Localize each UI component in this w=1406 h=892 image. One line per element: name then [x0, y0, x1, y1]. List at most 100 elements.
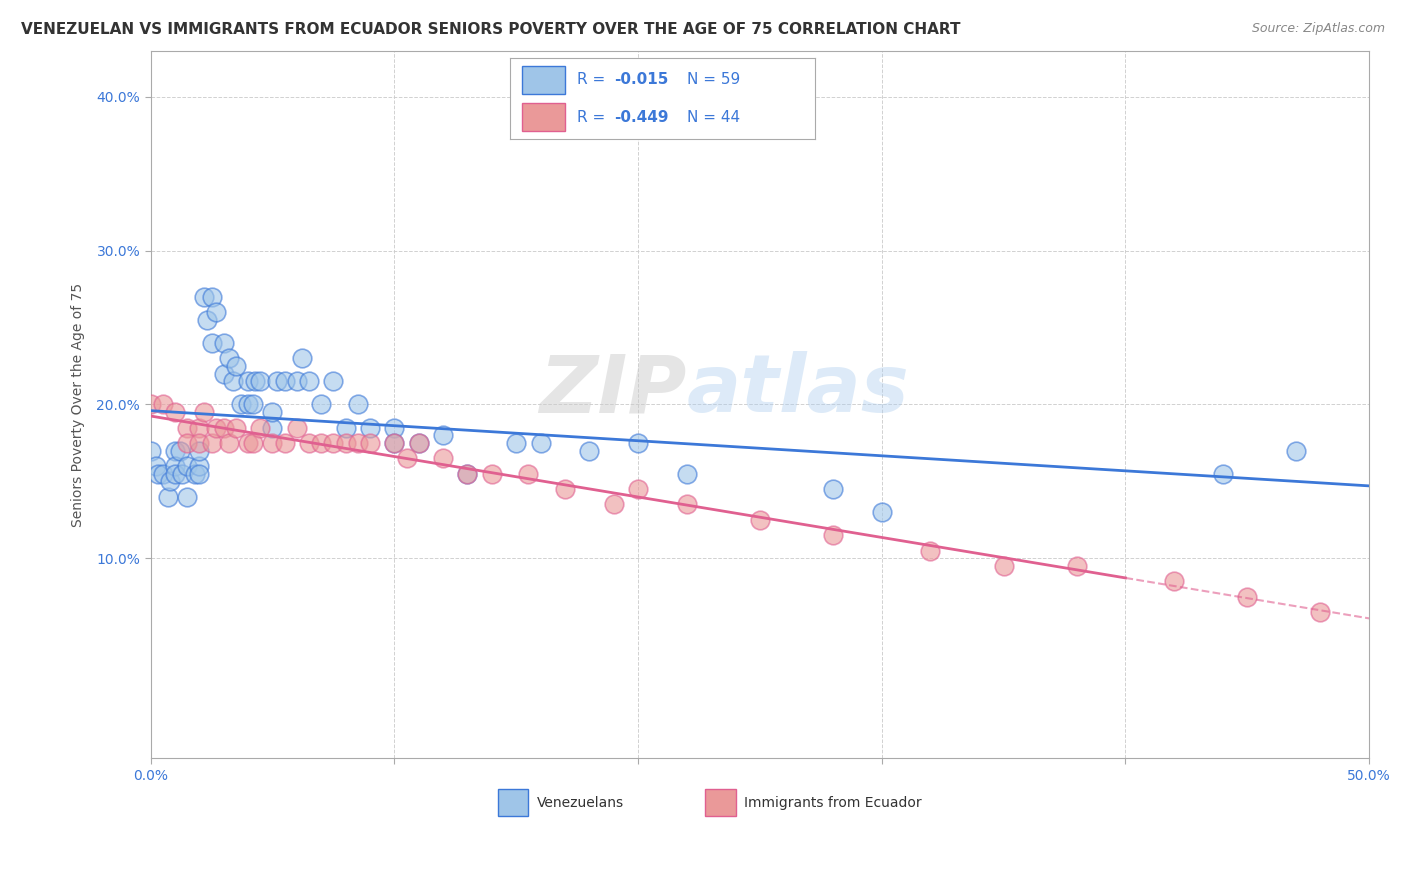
Point	[183, 467, 205, 481]
Point	[188, 467, 211, 481]
Point	[152, 467, 174, 481]
Point	[139, 443, 162, 458]
Point	[285, 420, 308, 434]
Point	[262, 436, 284, 450]
Text: VENEZUELAN VS IMMIGRANTS FROM ECUADOR SENIORS POVERTY OVER THE AGE OF 75 CORRELA: VENEZUELAN VS IMMIGRANTS FROM ECUADOR SE…	[21, 22, 960, 37]
Point	[517, 467, 540, 481]
Point	[139, 397, 162, 411]
Point	[212, 420, 235, 434]
Point	[212, 335, 235, 350]
Point	[212, 367, 235, 381]
Point	[359, 436, 381, 450]
Point	[205, 305, 228, 319]
Point	[578, 443, 600, 458]
Point	[195, 313, 218, 327]
Text: Venezuelans: Venezuelans	[537, 796, 624, 810]
Point	[382, 436, 405, 450]
Point	[1212, 467, 1234, 481]
Point	[193, 290, 215, 304]
Point	[382, 436, 405, 450]
Point	[188, 436, 211, 450]
Point	[249, 375, 271, 389]
Point	[298, 375, 321, 389]
Point	[188, 420, 211, 434]
Point	[163, 467, 186, 481]
Point	[285, 375, 308, 389]
Point	[456, 467, 478, 481]
Point	[748, 513, 770, 527]
Point	[1066, 558, 1088, 573]
Point	[602, 498, 624, 512]
FancyBboxPatch shape	[498, 789, 529, 816]
Point	[163, 443, 186, 458]
Point	[322, 375, 344, 389]
Point	[145, 458, 167, 473]
Point	[200, 335, 222, 350]
Point	[242, 397, 264, 411]
Point	[408, 436, 430, 450]
Point	[273, 375, 295, 389]
Text: Source: ZipAtlas.com: Source: ZipAtlas.com	[1251, 22, 1385, 36]
Point	[236, 375, 259, 389]
Y-axis label: Seniors Poverty Over the Age of 75: Seniors Poverty Over the Age of 75	[72, 283, 86, 526]
Point	[432, 428, 454, 442]
Point	[408, 436, 430, 450]
Point	[159, 475, 181, 489]
Point	[176, 436, 198, 450]
Point	[821, 528, 844, 542]
Point	[242, 436, 264, 450]
Point	[225, 359, 247, 373]
Point	[218, 351, 240, 366]
FancyBboxPatch shape	[704, 789, 735, 816]
Point	[291, 351, 314, 366]
Point	[346, 397, 368, 411]
Point	[163, 458, 186, 473]
Point	[821, 482, 844, 496]
Point	[335, 436, 357, 450]
Point	[236, 397, 259, 411]
Point	[1285, 443, 1308, 458]
Point	[309, 397, 332, 411]
Point	[298, 436, 321, 450]
Point	[176, 420, 198, 434]
Point	[432, 451, 454, 466]
Point	[335, 420, 357, 434]
Point	[163, 405, 186, 419]
Point	[920, 543, 942, 558]
Point	[156, 490, 179, 504]
Point	[346, 436, 368, 450]
Point	[262, 420, 284, 434]
Point	[236, 436, 259, 450]
Point	[675, 467, 697, 481]
Point	[245, 375, 267, 389]
Point	[627, 482, 650, 496]
Text: ZIP: ZIP	[540, 351, 686, 429]
Point	[200, 436, 222, 450]
Point	[382, 420, 405, 434]
Point	[395, 451, 418, 466]
Point	[146, 467, 169, 481]
Point	[225, 420, 247, 434]
Point	[505, 436, 527, 450]
Point	[205, 420, 228, 434]
Point	[1309, 605, 1331, 619]
Point	[456, 467, 478, 481]
Point	[218, 436, 240, 450]
Point	[1163, 574, 1185, 589]
Point	[176, 490, 198, 504]
Point	[322, 436, 344, 450]
Point	[169, 443, 191, 458]
Text: atlas: atlas	[686, 351, 910, 429]
Point	[627, 436, 650, 450]
Point	[993, 558, 1015, 573]
Point	[266, 375, 288, 389]
Point	[870, 505, 893, 519]
Point	[529, 436, 551, 450]
Point	[152, 397, 174, 411]
Point	[675, 498, 697, 512]
Point	[1236, 590, 1258, 604]
Point	[262, 405, 284, 419]
Point	[249, 420, 271, 434]
Point	[172, 467, 194, 481]
Point	[359, 420, 381, 434]
